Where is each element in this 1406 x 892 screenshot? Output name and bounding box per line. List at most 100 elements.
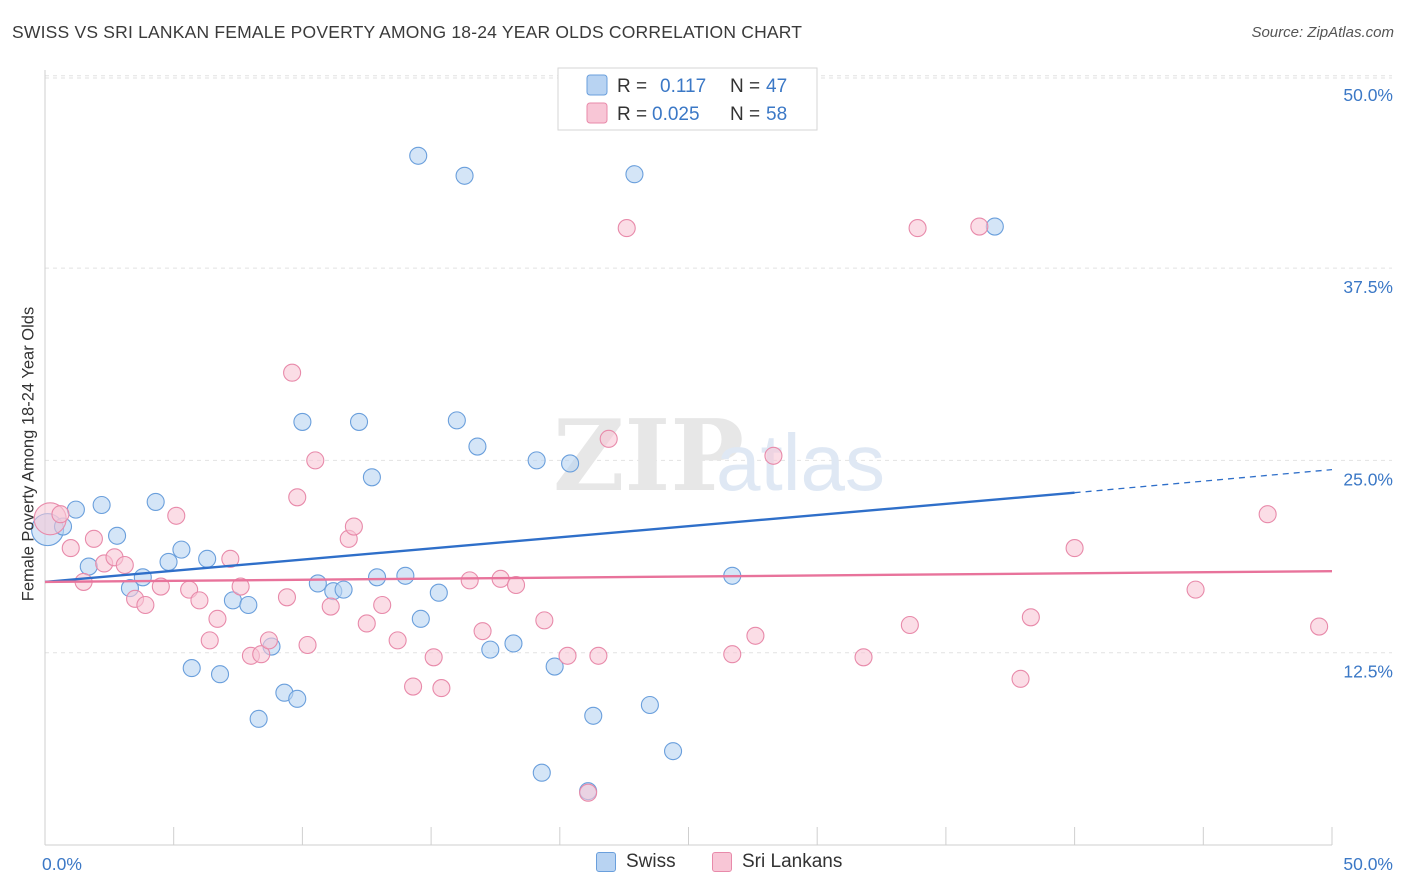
bottom-legend-swatch-srilankan <box>712 852 732 872</box>
legend-n-value: 47 <box>766 76 787 97</box>
srilankan-point <box>115 555 134 575</box>
swiss-point <box>308 574 327 593</box>
srilankan-point <box>388 631 407 650</box>
srilankan-trend-line <box>44 569 1333 584</box>
srilankan-point <box>61 539 80 558</box>
swiss-point <box>79 557 98 576</box>
bottom-legend-srilankan: Sri Lankans <box>712 851 842 873</box>
y-tick-label: 25.0% <box>1343 469 1393 489</box>
legend-swatch-swiss <box>586 74 608 96</box>
tick-labels: 12.5% 25.0% 37.5% 50.0% 0.0% 50.0% <box>42 85 1393 874</box>
swiss-point <box>293 412 312 431</box>
srilankan-point <box>432 679 451 698</box>
legend-r-value: 0.117 <box>660 76 706 97</box>
swiss-point <box>210 665 230 684</box>
bottom-legend-label-swiss: Swiss <box>626 851 676 872</box>
srilankan-point <box>589 646 608 665</box>
swiss-point <box>532 763 551 782</box>
swiss-point <box>249 709 268 728</box>
srilankan-point <box>288 488 307 507</box>
legend-swatch-srilankan <box>586 102 608 124</box>
swiss-point <box>172 540 191 559</box>
srilankan-point <box>1021 608 1040 627</box>
legend-r-label: R = <box>617 104 647 125</box>
swiss-point <box>625 165 644 184</box>
swiss-trend-extension <box>1074 468 1333 494</box>
srilankan-point <box>558 646 577 665</box>
srilankan-point <box>599 429 618 448</box>
watermark-atlas: atlas <box>716 418 885 507</box>
srilankan-point <box>1258 505 1277 524</box>
srilankan-point <box>746 626 765 645</box>
srilankan-point <box>970 217 989 236</box>
srilankan-point <box>506 575 526 595</box>
swiss-point <box>334 580 353 599</box>
swiss-point <box>584 706 603 725</box>
srilankan-point <box>404 677 423 696</box>
swiss-point <box>481 640 500 659</box>
chart-title: SWISS VS SRI LANKAN FEMALE POVERTY AMONG… <box>12 22 803 42</box>
srilankan-point <box>136 595 155 615</box>
srilankan-point <box>190 591 209 610</box>
srilankan-point <box>723 645 742 664</box>
legend-r-label: R = <box>617 76 647 97</box>
swiss-point <box>468 437 487 456</box>
srilankan-point <box>1011 669 1030 688</box>
legend-n-label: N = <box>730 76 760 97</box>
swiss-point <box>362 468 381 487</box>
bottom-legend-label-srilankan: Sri Lankans <box>742 851 843 872</box>
x-tick-label: 50.0% <box>1343 854 1393 874</box>
srilankan-point <box>473 622 492 641</box>
srilankan-point <box>51 505 70 524</box>
srilankan-point <box>1310 617 1329 636</box>
srilankan-point <box>259 631 278 650</box>
srilankan-point <box>535 611 554 630</box>
srilankan-point <box>900 615 919 635</box>
axes <box>44 70 1332 846</box>
srilankan-point <box>424 648 443 667</box>
swiss-point <box>182 659 201 678</box>
srilankan-point <box>460 571 479 590</box>
swiss-trend-line <box>44 491 1075 584</box>
data-points <box>31 146 1329 802</box>
srilankan-point <box>908 219 927 238</box>
swiss-point <box>66 500 85 519</box>
swiss-point <box>367 568 387 587</box>
srilankan-point <box>764 446 783 465</box>
srilankan-point <box>579 783 598 802</box>
x-tick-label: 0.0% <box>42 854 82 874</box>
srilankan-point <box>306 451 325 470</box>
srilankan-point <box>200 631 219 650</box>
swiss-point <box>985 217 1004 236</box>
swiss-point <box>108 526 127 545</box>
swiss-point <box>429 583 448 602</box>
swiss-point <box>640 695 659 715</box>
watermark-zip: ZIP <box>553 399 744 514</box>
swiss-point <box>411 609 430 628</box>
srilankan-point <box>277 588 297 607</box>
legend-r-value: 0.025 <box>652 104 700 125</box>
srilankan-point <box>208 609 227 628</box>
swiss-point <box>396 566 415 585</box>
swiss-point <box>92 495 111 515</box>
srilankan-point <box>617 219 636 238</box>
srilankan-point <box>283 363 302 382</box>
srilankan-point <box>1186 580 1205 599</box>
swiss-point <box>545 657 564 676</box>
y-tick-label: 37.5% <box>1343 277 1393 297</box>
bottom-legend-swatch-swiss <box>596 852 616 872</box>
srilankan-point <box>151 577 170 596</box>
grid-lines <box>44 75 1392 845</box>
swiss-point <box>447 411 466 430</box>
srilankan-point <box>231 577 250 596</box>
y-tick-label: 12.5% <box>1343 662 1393 682</box>
swiss-point <box>664 742 683 761</box>
swiss-point <box>409 146 428 165</box>
swiss-point <box>146 492 165 511</box>
bottom-legend-swiss: Swiss <box>596 851 676 873</box>
srilankan-point <box>221 549 240 568</box>
source-credit: Source: ZipAtlas.com <box>1251 24 1394 41</box>
srilankan-point <box>357 614 376 633</box>
swiss-point <box>288 689 307 708</box>
